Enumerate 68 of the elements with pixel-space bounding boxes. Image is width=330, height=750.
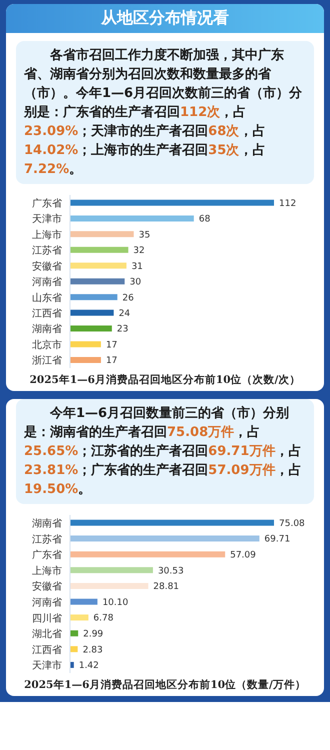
y-tick-label: 广东省 bbox=[32, 549, 62, 562]
bar bbox=[70, 536, 260, 542]
bar bbox=[70, 646, 78, 652]
bar bbox=[70, 341, 101, 348]
y-tick-label: 山东省 bbox=[32, 292, 62, 304]
data-label: 6.78 bbox=[93, 614, 114, 624]
y-tick-label: 天津市 bbox=[32, 660, 62, 672]
data-label: 68 bbox=[198, 214, 211, 225]
data-label: 26 bbox=[122, 293, 134, 304]
y-tick-label: 北京市 bbox=[32, 338, 62, 351]
data-label: 112 bbox=[279, 198, 296, 209]
y-tick-label: 天津市 bbox=[32, 213, 62, 226]
data-label: 2.83 bbox=[82, 645, 103, 656]
data-label: 30.53 bbox=[158, 566, 184, 576]
data-label: 17 bbox=[106, 356, 118, 366]
y-tick-label: 浙江省 bbox=[32, 354, 62, 367]
bar bbox=[70, 551, 226, 558]
bar bbox=[70, 630, 78, 636]
bar bbox=[70, 215, 194, 222]
data-label: 35 bbox=[138, 230, 150, 240]
y-tick-label: 湖北省 bbox=[32, 628, 62, 640]
bar bbox=[70, 326, 112, 332]
data-label: 31 bbox=[131, 262, 143, 272]
data-label: 23 bbox=[116, 324, 128, 335]
y-tick-label: 广东省 bbox=[32, 197, 62, 210]
y-tick-label: 江西省 bbox=[32, 308, 62, 320]
chart-title: 从地区分布情况看 bbox=[6, 4, 324, 33]
bar bbox=[70, 246, 128, 253]
y-tick-label: 湖南省 bbox=[32, 517, 62, 530]
text: 今年1—6月召回数量前三的省（市）分别是：湖南省的生产者召回75.08万件，占25.65%；江苏省的生产者召回69.71万件，占23.81%；广东省的生产者召回57.09万件，占19.50%。 bbox=[24, 406, 302, 497]
bar bbox=[70, 310, 114, 316]
data-label: 30 bbox=[130, 278, 142, 288]
y-tick-label: 江苏省 bbox=[32, 533, 62, 546]
y-tick-label: 湖南省 bbox=[32, 323, 62, 336]
y-tick-label: 河南省 bbox=[32, 596, 62, 608]
data-label: 57.09 bbox=[230, 550, 256, 561]
text: 2025年1—6月消费品召回地区分布前10位（数量/万件） bbox=[23, 678, 307, 692]
bar bbox=[70, 262, 126, 269]
bar bbox=[70, 520, 274, 526]
y-tick-label: 安徽省 bbox=[32, 580, 62, 593]
y-tick-label: 安徽省 bbox=[32, 260, 62, 272]
bar bbox=[70, 598, 98, 605]
bar bbox=[70, 662, 74, 668]
y-tick-label: 江西省 bbox=[32, 644, 62, 656]
data-label: 24 bbox=[118, 309, 130, 320]
bar bbox=[70, 231, 134, 238]
y-tick-label: 上海市 bbox=[32, 564, 62, 577]
y-tick-label: 江苏省 bbox=[32, 244, 62, 257]
data-label: 1.42 bbox=[78, 661, 99, 672]
data-label: 10.10 bbox=[102, 598, 128, 608]
y-tick-label: 四川省 bbox=[32, 612, 62, 624]
text: 2025年1—6月消费品召回地区分布前10位（次数/次） bbox=[28, 373, 302, 387]
bar bbox=[70, 294, 118, 300]
text: 各省市召回工作力度不断加强，其中广东省、湖南省分别为召回次数和数量最多的省（市）。今年1—6月召回次数前三的省（市）分别是：广东省的生产者召回112次，占23.09%；天津市的生产者召回68次，占14.02%；上海市的生产者召回35次，占7.22%。 bbox=[24, 48, 302, 177]
data-label: 2.99 bbox=[83, 630, 104, 640]
data-label: 69.71 bbox=[264, 534, 290, 545]
data-label: 32 bbox=[133, 246, 145, 256]
data-label: 75.08 bbox=[279, 518, 306, 529]
bar bbox=[70, 278, 125, 284]
data-label: 28.81 bbox=[153, 582, 180, 592]
data-label: 17 bbox=[106, 340, 118, 350]
y-tick-label: 上海市 bbox=[32, 228, 62, 241]
bar bbox=[70, 614, 88, 621]
bar bbox=[70, 200, 274, 206]
bar bbox=[70, 582, 148, 589]
bar bbox=[70, 356, 101, 363]
y-tick-label: 河南省 bbox=[32, 276, 62, 288]
bar bbox=[70, 567, 153, 574]
